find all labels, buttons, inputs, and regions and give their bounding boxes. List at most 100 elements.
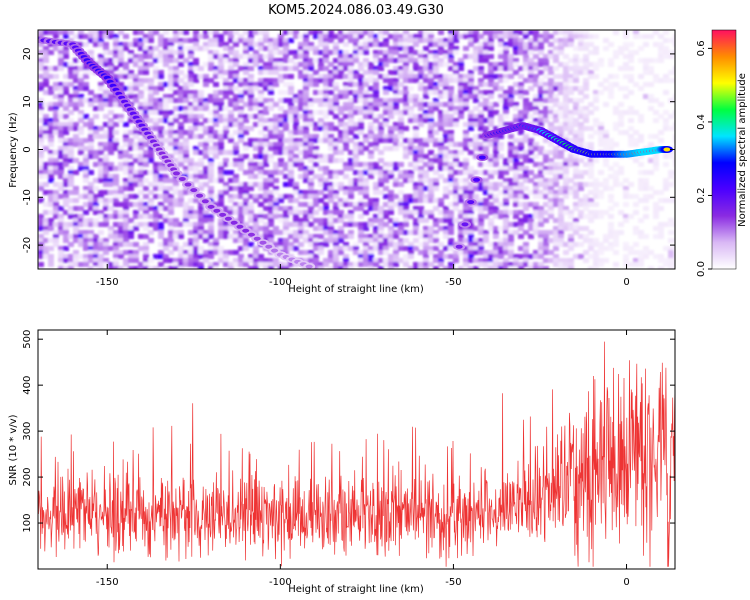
- spectrogram-cell: [238, 218, 244, 223]
- spectrogram-cell: [193, 94, 199, 99]
- spectrogram-cell: [78, 218, 84, 223]
- spectrogram-cell: [133, 178, 139, 183]
- spectrogram-cell: [348, 210, 354, 215]
- spectrogram-cell: [408, 110, 414, 115]
- spectrogram-cell: [348, 222, 354, 227]
- spectrogram-cell: [488, 114, 494, 119]
- spectrogram-cell: [193, 78, 199, 83]
- spectrogram-cell: [248, 82, 254, 87]
- spectrogram-cell: [578, 66, 584, 71]
- spectrogram-cell: [233, 42, 239, 47]
- spectrogram-cell: [538, 214, 544, 219]
- spectrogram-cell: [383, 102, 389, 107]
- spectrogram-cell: [53, 82, 59, 87]
- spectrogram-cell: [488, 222, 494, 227]
- spectrogram-cell: [418, 34, 424, 39]
- spectrogram-cell: [583, 214, 589, 219]
- spectrogram-cell: [388, 70, 394, 75]
- spectrogram-cell: [173, 66, 179, 71]
- spectrogram-cell: [598, 250, 604, 255]
- spectrogram-cell: [173, 230, 179, 235]
- spectrogram-cell: [433, 66, 439, 71]
- spectrogram-cell: [368, 222, 374, 227]
- spectrogram-cell: [593, 90, 599, 95]
- spectrogram-cell: [118, 118, 124, 123]
- spectrogram-cell: [433, 254, 439, 259]
- spectrogram-cell: [463, 122, 469, 127]
- spectrogram-cell: [478, 126, 484, 131]
- spectrogram-cell: [73, 222, 79, 227]
- spectrogram-cell: [113, 182, 119, 187]
- spectrogram-cell: [218, 166, 224, 171]
- spectrogram-cell: [658, 54, 664, 59]
- spectrogram-cell: [378, 214, 384, 219]
- spectrogram-cell: [388, 146, 394, 151]
- spectrogram-cell: [608, 234, 614, 239]
- spectrogram-cell: [578, 186, 584, 191]
- spectrogram-cell: [563, 262, 569, 267]
- spectrogram-cell: [158, 74, 164, 79]
- spectrogram-cell: [328, 38, 334, 43]
- spectrogram-cell: [433, 158, 439, 163]
- spectrogram-cell: [428, 42, 434, 47]
- spectrogram-cell: [53, 198, 59, 203]
- spectrogram-cell: [558, 90, 564, 95]
- spectrogram-cell: [168, 154, 174, 159]
- spectrogram-cell: [68, 262, 74, 267]
- spectrogram-cell: [158, 34, 164, 39]
- spectrogram-cell: [263, 106, 269, 111]
- spectrogram-cell: [188, 198, 194, 203]
- spectrogram-cell: [263, 186, 269, 191]
- spectrogram-cell: [103, 262, 109, 267]
- spectrogram-cell: [133, 258, 139, 263]
- spectrogram-cell: [423, 258, 429, 263]
- spectrogram-cell: [373, 66, 379, 71]
- spectrogram-cell: [523, 242, 529, 247]
- spectrogram-cell: [533, 206, 539, 211]
- spectrogram-cell: [148, 86, 154, 91]
- spectrogram-cell: [168, 50, 174, 55]
- spectrogram-cell: [118, 222, 124, 227]
- spectrogram-cell: [508, 262, 514, 267]
- spectrogram-cell: [73, 250, 79, 255]
- spectrogram-cell: [478, 246, 484, 251]
- spectrogram-cell: [668, 54, 674, 59]
- spectrogram-cell: [108, 166, 114, 171]
- spectrogram-cell: [43, 246, 49, 251]
- spectrogram-cell: [203, 74, 209, 79]
- spectrogram-cell: [258, 202, 264, 207]
- spectrogram-cell: [543, 34, 549, 39]
- spectrogram-cell: [543, 170, 549, 175]
- spectrogram-cell: [663, 110, 669, 115]
- spectrogram-cell: [483, 58, 489, 63]
- spectrogram-cell: [568, 138, 574, 143]
- spectrogram-cell: [313, 254, 319, 259]
- spectrogram-cell: [518, 162, 524, 167]
- spectrogram-cell: [303, 94, 309, 99]
- spectrogram-cell: [288, 118, 294, 123]
- spectrogram-cell: [138, 58, 144, 63]
- spectrogram-cell: [73, 258, 79, 263]
- spectrogram-cell: [553, 226, 559, 231]
- spectrogram-cell: [288, 50, 294, 55]
- spectrogram-cell: [413, 218, 419, 223]
- spectrogram-cell: [473, 46, 479, 51]
- spectrogram-cell: [333, 242, 339, 247]
- spectrogram-cell: [383, 194, 389, 199]
- spectrogram-cell: [68, 170, 74, 175]
- spectrogram-cell: [93, 206, 99, 211]
- spectrogram-cell: [623, 258, 629, 263]
- spectrogram-cell: [363, 50, 369, 55]
- spectrogram-cell: [448, 42, 454, 47]
- spectrogram-cell: [553, 74, 559, 79]
- spectrogram-cell: [308, 254, 314, 259]
- spectrogram-cell: [473, 154, 479, 159]
- spectrogram-cell: [513, 262, 519, 267]
- spectrogram-cell: [498, 210, 504, 215]
- spectrogram-cell: [423, 66, 429, 71]
- spectrogram-cell: [573, 62, 579, 67]
- spectrogram-cell: [568, 38, 574, 43]
- spectrogram-cell: [528, 146, 534, 151]
- spectrogram-cell: [123, 250, 129, 255]
- spectrogram-cell: [88, 98, 94, 103]
